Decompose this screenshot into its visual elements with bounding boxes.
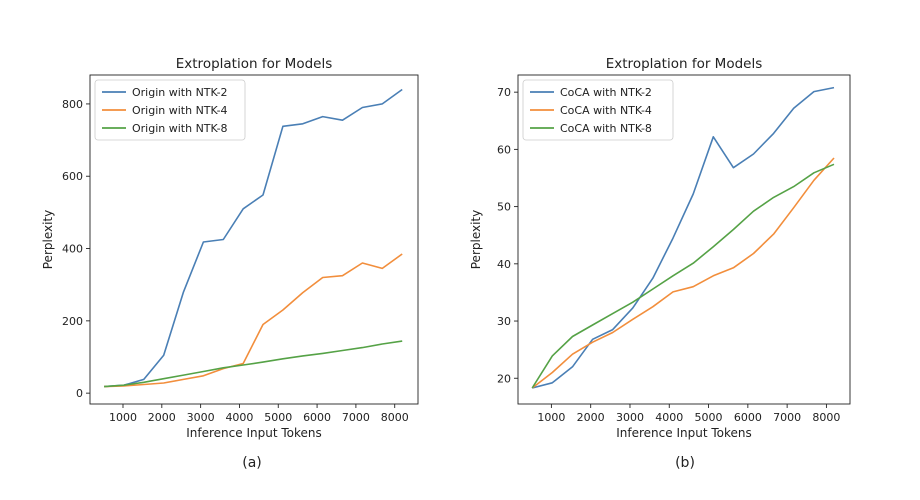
legend-label-3: Origin with NTK-8	[132, 122, 228, 135]
x-tick-label: 8000	[381, 411, 409, 424]
x-tick-label: 8000	[812, 411, 840, 424]
y-axis-label: Perplexity	[41, 210, 55, 270]
x-tick-label: 5000	[264, 411, 292, 424]
series-line-1	[531, 86, 835, 389]
y-tick-label: 50	[497, 201, 511, 214]
y-tick-label: 800	[62, 98, 83, 111]
chart-b: Extroplation for Models 1000 2000 3000 4000 5…	[469, 56, 851, 440]
x-tick-label: 7000	[342, 411, 370, 424]
x-axis-label: Inference Input Tokens	[186, 426, 322, 440]
plot-frame	[517, 74, 851, 405]
chart-title: Extroplation for Models	[606, 56, 763, 72]
x-axis-label: Inference Input Tokens	[616, 426, 752, 440]
series-line-2	[104, 253, 403, 388]
y-tick-label: 40	[497, 258, 511, 271]
y-tick-label: 400	[62, 243, 83, 256]
x-tick-label: 7000	[773, 411, 801, 424]
plot-frame	[89, 74, 419, 405]
legend-label-1: CoCA with NTK-2	[560, 86, 652, 99]
y-tick-label: 30	[497, 315, 511, 328]
caption-b: (b)	[675, 455, 695, 471]
x-tick-label: 4000	[655, 411, 683, 424]
x-tick-label: 1000	[537, 411, 565, 424]
series-line-3	[531, 163, 835, 389]
legend-box	[94, 79, 246, 141]
y-tick-label: 70	[497, 86, 511, 99]
series-line-2	[531, 157, 835, 389]
x-tick-label: 3000	[616, 411, 644, 424]
x-tick-label: 6000	[303, 411, 331, 424]
y-axis-label: Perplexity	[469, 210, 483, 270]
series-line-3	[104, 340, 403, 388]
legend-label-2: Origin with NTK-4	[132, 104, 228, 117]
x-tick-label: 5000	[695, 411, 723, 424]
x-tick-label: 2000	[577, 411, 605, 424]
y-tick-label: 0	[76, 387, 83, 400]
x-tick-label: 4000	[225, 411, 253, 424]
legend-label-1: Origin with NTK-2	[132, 86, 228, 99]
chart-title: Extroplation for Models	[176, 56, 333, 72]
y-tick-label: 600	[62, 170, 83, 183]
x-tick-label: 1000	[109, 411, 137, 424]
y-tick-label: 60	[497, 143, 511, 156]
legend-label-3: CoCA with NTK-8	[560, 122, 652, 135]
x-tick-label: 2000	[148, 411, 176, 424]
legend-box	[522, 79, 674, 141]
x-tick-label: 6000	[734, 411, 762, 424]
legend-label-2: CoCA with NTK-4	[560, 104, 652, 117]
caption-a: (a)	[242, 455, 262, 471]
y-tick-label: 200	[62, 315, 83, 328]
x-tick-label: 3000	[187, 411, 215, 424]
y-tick-label: 20	[497, 372, 511, 385]
series-line-1	[104, 88, 403, 388]
